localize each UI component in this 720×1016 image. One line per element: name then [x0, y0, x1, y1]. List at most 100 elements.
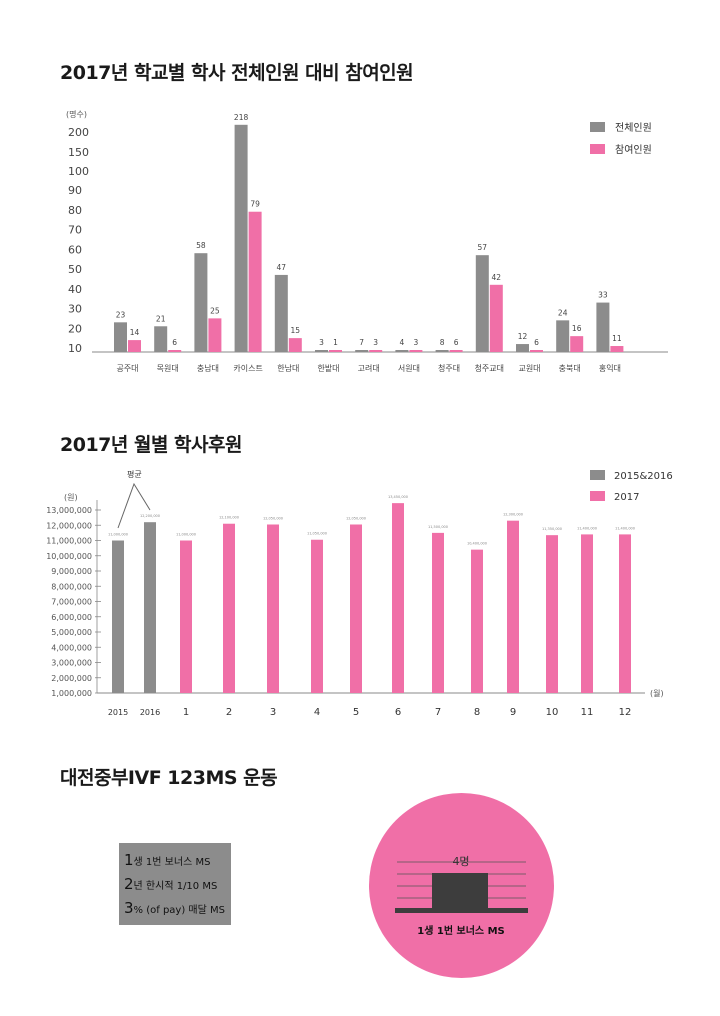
chart1-data-label: 47	[277, 263, 287, 272]
chart2-x-tick: 2016	[140, 708, 160, 717]
legend-total-swatch	[590, 122, 605, 132]
chart1-data-label: 14	[130, 328, 140, 337]
chart1-data-label: 1	[333, 338, 338, 347]
chart1-bar	[489, 284, 503, 352]
chart2-x-tick: 5	[353, 707, 359, 718]
chart1-bar	[596, 302, 610, 352]
chart1-data-label: 23	[116, 310, 126, 319]
ms-item-1-number: 1	[124, 851, 134, 869]
chart2-x-tick: 1	[183, 707, 189, 718]
chart2-y-tick: 2,000,000	[51, 674, 92, 683]
chart2-data-label: 12,300,000	[503, 513, 523, 517]
chart1-y-tick: 70	[68, 224, 82, 237]
ms-item-2: 2년 한시적 1/10 MS	[119, 872, 231, 896]
chart1-title: 2017년 학교별 학사 전체인원 대비 참여인원	[60, 62, 414, 84]
chart2-bar	[223, 523, 235, 693]
chart1-y-tick: 80	[68, 204, 82, 217]
chart1-data-label: 79	[250, 200, 260, 209]
chart1-y-tick: 150	[68, 146, 89, 159]
chart1-data-label: 8	[440, 338, 445, 347]
ms-item-3-number: 3	[124, 899, 134, 917]
ms-campaign-box: 1생 1번 보너스 MS 2년 한시적 1/10 MS 3% (of pay) …	[119, 843, 231, 925]
chart1-bar	[329, 350, 342, 352]
monthly-support-chart: (원) (월) 평균 1,000,000 2,000,000 3,000,000 4,…	[46, 469, 673, 718]
chart2-data-label: 12,100,000	[219, 516, 239, 520]
chart2-bar	[311, 539, 323, 693]
chart1-x-tick: 목원대	[157, 364, 179, 373]
chart2-data-label: 11,000,000	[108, 533, 128, 537]
chart1-bar	[234, 124, 248, 352]
chart1-y-tick: 90	[68, 184, 82, 197]
chart1-bar	[556, 320, 570, 352]
bonus-ms-caption: 1생 1번 보너스 MS	[417, 924, 505, 937]
chart2-y-tick: 6,000,000	[51, 613, 92, 622]
chart1-bar	[409, 350, 423, 352]
circle-baseline	[395, 908, 528, 913]
chart1-data-label: 12	[518, 332, 528, 341]
legend-participants-swatch	[590, 144, 605, 154]
chart1-y-unit: (명수)	[66, 109, 87, 119]
legend-2017-label: 2017	[614, 492, 639, 503]
chart2-y-tick: 11,000,000	[46, 537, 92, 546]
chart1-data-label: 58	[196, 241, 206, 250]
chart2-bar	[112, 540, 124, 693]
chart1-x-tick: 고려대	[358, 363, 380, 373]
chart1-x-tick: 홍익대	[599, 363, 621, 373]
chart2-data-label: 12,050,000	[346, 516, 366, 520]
chart2-data-label: 10,400,000	[467, 542, 487, 546]
bonus-ms-circle: 4명 1생 1번 보너스 MS	[369, 793, 554, 978]
chart1-y-tick: 40	[68, 283, 82, 296]
chart1-bar	[315, 350, 328, 352]
chart1-data-label: 16	[572, 324, 582, 333]
chart2-x-tick: 7	[435, 707, 441, 718]
ms-item-2-text: 년 한시적 1/10 MS	[133, 881, 218, 892]
legend-total-label: 전체인원	[615, 122, 652, 134]
chart1-bar	[274, 274, 288, 352]
chart2-x-tick: 12	[619, 707, 632, 718]
chart1-x-tick: 교원대	[518, 364, 540, 373]
chart1-data-label: 57	[478, 243, 488, 252]
ms-item-1: 1생 1번 보너스 MS	[119, 848, 231, 872]
chart2-bar	[546, 535, 558, 693]
chart1-bar	[288, 338, 302, 352]
chart2-x-tick: 3	[270, 707, 276, 718]
chart1-y-tick: 50	[68, 263, 82, 276]
chart1-data-label: 6	[454, 338, 459, 347]
chart1-bar	[530, 350, 543, 352]
chart1-data-label: 218	[234, 113, 249, 122]
chart2-bar	[507, 520, 519, 693]
chart1-data-label: 21	[156, 314, 166, 323]
ms-item-2-number: 2	[124, 875, 134, 893]
chart1-bar	[248, 211, 262, 352]
chart2-x-tick: 8	[474, 707, 480, 718]
chart2-y-unit: (원)	[64, 493, 78, 502]
chart2-bar	[144, 522, 156, 693]
average-annotation: 평균	[127, 469, 142, 479]
chart1-x-tick: 한남대	[277, 364, 299, 373]
chart1-data-label: 25	[210, 306, 220, 315]
chart1-bar	[435, 350, 449, 352]
chart2-x-tick: 6	[395, 707, 401, 718]
chart1-bar	[449, 350, 463, 352]
chart1-y-tick: 30	[68, 303, 82, 316]
chart1-bar	[516, 344, 529, 352]
chart2-bar	[392, 503, 404, 693]
chart2-y-tick: 4,000,000	[51, 643, 92, 652]
chart1-bar	[570, 336, 584, 352]
chart1-bar	[395, 350, 409, 352]
chart1-data-label: 15	[291, 326, 301, 335]
chart1-x-tick: 충북대	[559, 364, 581, 373]
chart1-bar	[154, 326, 168, 352]
legend-2015-2016-label: 2015&2016	[614, 471, 673, 482]
chart2-y-tick: 5,000,000	[51, 628, 92, 637]
ms-item-3-text: % (of pay) 매달 MS	[133, 905, 225, 916]
chart1-data-label: 3	[373, 338, 378, 347]
legend-participants-label: 참여인원	[615, 144, 652, 156]
legend-2017-swatch	[590, 491, 605, 501]
chart1-data-label: 42	[492, 273, 502, 282]
chart2-y-tick: 8,000,000	[51, 582, 92, 591]
chart2-x-tick: 2	[226, 707, 232, 718]
chart1-x-tick: 충남대	[197, 364, 219, 373]
chart2-x-tick: 2015	[108, 708, 128, 717]
